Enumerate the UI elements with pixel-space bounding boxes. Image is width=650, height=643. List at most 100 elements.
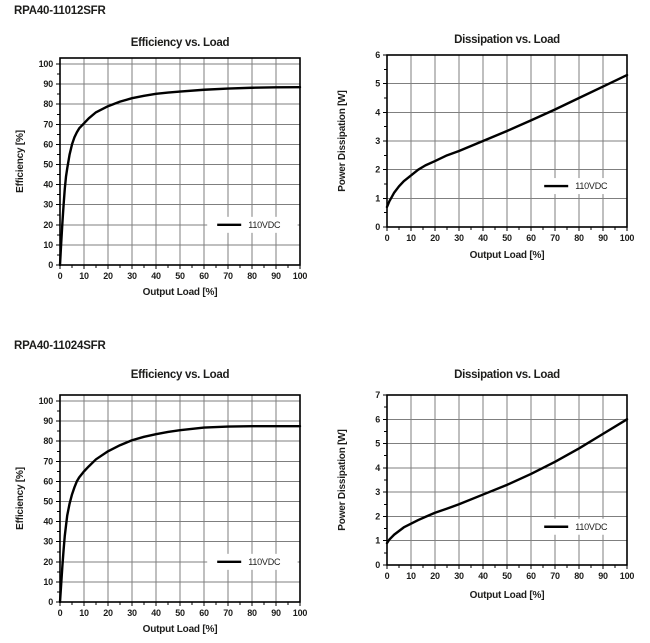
svg-text:5: 5 xyxy=(375,439,380,449)
svg-text:20: 20 xyxy=(430,233,440,243)
legend: 110VDC xyxy=(534,178,625,195)
axis-ticks xyxy=(383,394,628,569)
x-axis-tick-labels: 0 10 20 30 40 50 60 70 80 90 100 xyxy=(385,571,635,581)
chart-dissipation-rpa40-11012sfr: 110VDC 0 10 20 30 40 50 60 70 80 90 100 0 1 2 3 4 5 6 Dissi… xyxy=(335,30,650,315)
svg-text:100: 100 xyxy=(39,396,54,406)
svg-text:0: 0 xyxy=(48,260,53,270)
svg-text:10: 10 xyxy=(406,233,416,243)
svg-text:20: 20 xyxy=(103,608,113,618)
svg-text:30: 30 xyxy=(43,200,53,210)
x-axis-label: Output Load [%] xyxy=(143,287,218,298)
svg-text:70: 70 xyxy=(223,271,233,281)
svg-text:40: 40 xyxy=(43,180,53,190)
svg-text:0: 0 xyxy=(385,571,390,581)
svg-text:30: 30 xyxy=(43,537,53,547)
svg-text:10: 10 xyxy=(79,271,89,281)
svg-text:80: 80 xyxy=(43,99,53,109)
legend-background xyxy=(207,216,298,233)
data-curve-110vdc xyxy=(58,424,302,604)
svg-text:40: 40 xyxy=(43,517,53,527)
y-axis-label: Efficiency [%] xyxy=(15,467,26,530)
svg-text:0: 0 xyxy=(48,597,53,607)
svg-text:4: 4 xyxy=(375,107,380,117)
legend: 110VDC xyxy=(207,553,298,570)
dissipation-rpa40-11024sfr-svg: 110VDC 0 10 20 30 40 50 60 70 80 90 100 0 1 2 3 4 5 6 7 Diss… xyxy=(337,369,635,601)
svg-text:90: 90 xyxy=(598,233,608,243)
plot-border xyxy=(59,57,301,266)
x-axis-label: Output Load [%] xyxy=(143,624,218,635)
chart-title: Dissipation vs. Load xyxy=(454,369,560,381)
svg-text:80: 80 xyxy=(43,436,53,446)
svg-text:100: 100 xyxy=(620,571,635,581)
legend-label: 110VDC xyxy=(248,220,281,230)
svg-text:0: 0 xyxy=(58,271,63,281)
x-axis-tick-labels: 0 10 20 30 40 50 60 70 80 90 100 xyxy=(58,271,308,281)
grid-lines xyxy=(386,54,628,228)
svg-text:90: 90 xyxy=(43,416,53,426)
svg-text:30: 30 xyxy=(127,608,137,618)
svg-text:90: 90 xyxy=(598,571,608,581)
axis-ticks xyxy=(56,63,301,269)
svg-text:40: 40 xyxy=(478,571,488,581)
y-axis-tick-labels: 0 1 2 3 4 5 6 xyxy=(375,50,380,232)
legend-label: 110VDC xyxy=(575,181,608,191)
svg-text:60: 60 xyxy=(526,233,536,243)
y-axis-label: Power Dissipation [W] xyxy=(337,90,348,191)
legend: 110VDC xyxy=(207,216,298,233)
svg-text:50: 50 xyxy=(43,160,53,170)
svg-text:2: 2 xyxy=(375,511,380,521)
svg-text:90: 90 xyxy=(271,608,281,618)
svg-text:2: 2 xyxy=(375,165,380,175)
svg-text:40: 40 xyxy=(151,271,161,281)
svg-text:1: 1 xyxy=(375,536,380,546)
legend-background xyxy=(534,518,625,535)
svg-text:0: 0 xyxy=(375,222,380,232)
y-axis-label: Power Dissipation [W] xyxy=(337,429,348,530)
svg-text:10: 10 xyxy=(43,577,53,587)
svg-text:6: 6 xyxy=(375,50,380,60)
data-curve-110vdc xyxy=(58,85,302,267)
svg-text:6: 6 xyxy=(375,414,380,424)
chart-dissipation-rpa40-11024sfr: 110VDC 0 10 20 30 40 50 60 70 80 90 100 0 1 2 3 4 5 6 7 Diss… xyxy=(335,365,650,643)
legend-background xyxy=(207,553,298,570)
svg-text:70: 70 xyxy=(43,119,53,129)
grid-lines xyxy=(386,394,628,566)
svg-text:0: 0 xyxy=(375,560,380,570)
svg-text:30: 30 xyxy=(127,271,137,281)
legend-background xyxy=(534,178,625,195)
svg-text:70: 70 xyxy=(43,456,53,466)
svg-text:0: 0 xyxy=(385,233,390,243)
chart-title: Efficiency vs. Load xyxy=(131,37,230,49)
axis-ticks xyxy=(383,54,628,231)
svg-text:50: 50 xyxy=(175,271,185,281)
svg-text:50: 50 xyxy=(175,608,185,618)
svg-text:60: 60 xyxy=(199,608,209,618)
svg-text:7: 7 xyxy=(375,390,380,400)
svg-text:3: 3 xyxy=(375,487,380,497)
y-axis-tick-labels: 0 10 20 30 40 50 60 70 80 90 100 xyxy=(39,396,54,607)
svg-text:90: 90 xyxy=(271,271,281,281)
grid-lines xyxy=(59,58,301,266)
svg-text:60: 60 xyxy=(199,271,209,281)
chart-title: Dissipation vs. Load xyxy=(454,34,560,46)
svg-text:10: 10 xyxy=(43,240,53,250)
svg-text:50: 50 xyxy=(502,571,512,581)
svg-text:20: 20 xyxy=(430,571,440,581)
plot-border xyxy=(59,394,301,603)
axis-ticks xyxy=(56,400,301,606)
svg-text:50: 50 xyxy=(43,497,53,507)
chart-efficiency-rpa40-11012sfr: 110VDC 0 10 20 30 40 50 60 70 80 90 100 0 10 20 30 40 50 6… xyxy=(10,30,310,315)
svg-text:30: 30 xyxy=(454,571,464,581)
x-axis-label: Output Load [%] xyxy=(470,250,545,261)
svg-text:70: 70 xyxy=(223,608,233,618)
y-axis-tick-labels: 0 1 2 3 4 5 6 7 xyxy=(375,390,380,570)
plot-border xyxy=(386,54,628,228)
svg-text:70: 70 xyxy=(550,233,560,243)
svg-text:100: 100 xyxy=(293,271,308,281)
svg-text:40: 40 xyxy=(151,608,161,618)
legend-label: 110VDC xyxy=(575,522,608,532)
svg-text:80: 80 xyxy=(247,608,257,618)
svg-text:20: 20 xyxy=(43,557,53,567)
svg-text:4: 4 xyxy=(375,463,380,473)
x-axis-label: Output Load [%] xyxy=(470,590,545,601)
